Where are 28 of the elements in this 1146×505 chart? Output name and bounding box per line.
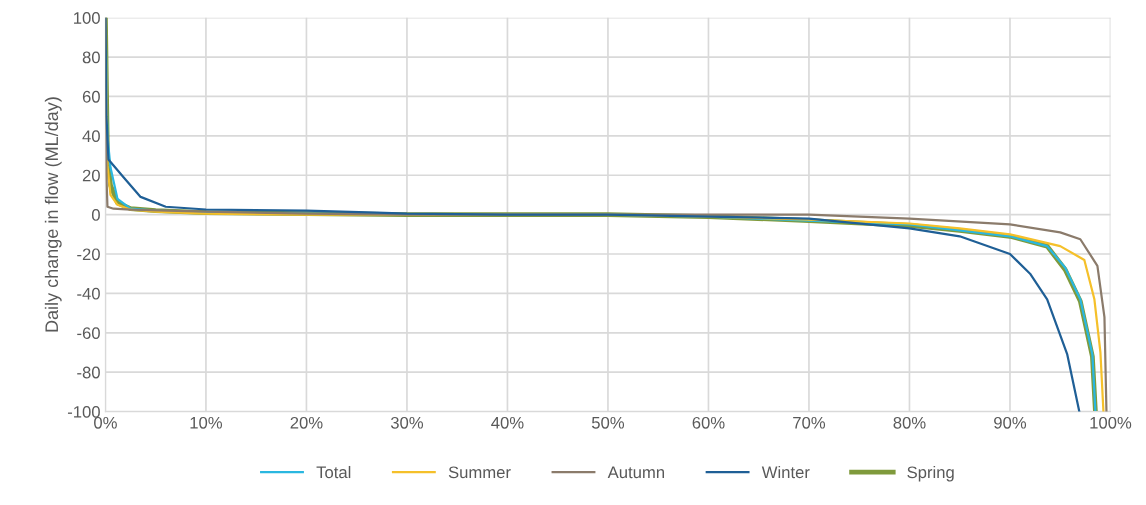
x-tick-label: 0%	[94, 416, 117, 429]
x-tick-label: 60%	[692, 416, 725, 429]
legend-label: Summer	[448, 466, 511, 479]
x-tick-label: 20%	[290, 416, 323, 429]
x-tick-label: 90%	[994, 416, 1027, 429]
x-tick-label: 100%	[1090, 416, 1132, 429]
legend-label: Total	[316, 465, 351, 479]
y-tick-label: 20	[82, 169, 100, 182]
legend-label: Winter	[761, 465, 810, 479]
legend-label: Autumn	[607, 466, 665, 479]
x-tick-label: 70%	[793, 416, 826, 429]
y-axis-title: Daily change in flow (ML/day)	[44, 97, 62, 332]
y-tick-label: 60	[82, 90, 100, 103]
y-tick-label: 0	[91, 209, 100, 221]
x-tick-label: 50%	[591, 416, 625, 429]
x-tick-label: 80%	[893, 416, 926, 429]
x-tick-label: 30%	[390, 416, 424, 429]
y-tick-label: -40	[77, 287, 100, 300]
x-tick-label: 40%	[491, 416, 524, 429]
legend-label: Spring	[907, 465, 954, 482]
y-tick-label: 40	[82, 130, 100, 143]
y-tick-label: 80	[82, 51, 100, 64]
y-tick-label: -20	[77, 248, 100, 261]
y-tick-label: -100	[67, 405, 100, 418]
y-tick-label: -80	[77, 366, 100, 379]
y-tick-label: -60	[77, 327, 100, 339]
y-tick-label: 100	[74, 12, 100, 24]
x-tick-label: 10%	[190, 416, 223, 429]
